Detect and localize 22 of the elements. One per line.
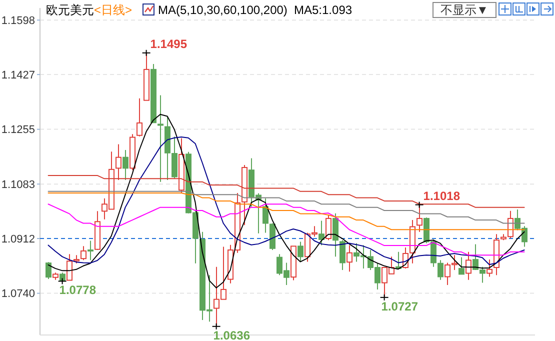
y-tick-label: 1.0740 — [1, 288, 35, 300]
chart-title: 欧元美元 — [46, 3, 94, 17]
chart-subtitle: <日线> — [94, 3, 132, 17]
legend-title: MA(5,10,30,60,100,200) — [158, 3, 288, 17]
annotation: 1.0778 — [59, 283, 96, 298]
y-tick-label: 1.1255 — [1, 124, 35, 136]
y-tick-label: 1.1083 — [1, 178, 35, 191]
annotation: 1.0727 — [381, 299, 418, 314]
candlestick — [438, 260, 444, 280]
annotation: 不显示▼ — [440, 3, 488, 17]
candlestick — [122, 150, 128, 180]
candlestick — [158, 94, 164, 182]
annotation: 1.1495 — [150, 36, 188, 51]
y-tick-label: 1.1598 — [1, 14, 35, 27]
annotation: MA5:1.093 — [294, 3, 352, 17]
annotation: 1.0636 — [213, 328, 250, 341]
candlestick — [346, 244, 352, 272]
candlestick — [88, 240, 94, 261]
y-tick-label: 1.0912 — [1, 233, 35, 246]
annotation: 1.1018 — [423, 188, 460, 203]
candlestick — [494, 234, 500, 276]
y-tick-label: 1.1427 — [1, 69, 35, 82]
